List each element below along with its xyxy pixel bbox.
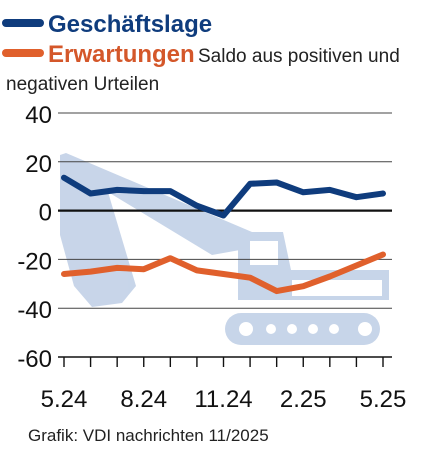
series-0-point <box>143 190 145 192</box>
series-0-point <box>249 183 251 185</box>
series-0-point <box>63 177 65 179</box>
series-0-point <box>196 205 198 207</box>
series-1-point <box>63 273 65 275</box>
series-layer <box>61 174 386 295</box>
series-1-point <box>169 257 171 259</box>
y-tick-label: -60 <box>17 346 52 373</box>
y-tick-label: 20 <box>25 151 52 178</box>
series-0-point <box>329 189 331 191</box>
series-1-point <box>276 290 278 292</box>
series-1-point <box>355 265 357 266</box>
series-1-point <box>143 268 145 270</box>
x-tick-label: 8.24 <box>120 386 167 413</box>
series-1-point <box>90 271 92 273</box>
legend-note-line-2: negativen Urteilen <box>6 74 159 95</box>
legend-label-erwartungen: Erwartungen <box>48 41 195 68</box>
legend: Geschäftslage Erwartungen Saldo aus posi… <box>2 11 400 95</box>
series-1-point <box>302 285 304 287</box>
series-1-point <box>382 254 384 256</box>
y-tick-label: -40 <box>17 297 52 324</box>
series-1-point <box>116 267 118 269</box>
y-tick-label: -20 <box>17 248 52 275</box>
series-0-point <box>223 214 224 216</box>
legend-note-line-1: Saldo aus positiven und <box>198 46 400 67</box>
x-tick-label: 5.24 <box>41 386 88 413</box>
series-0-point <box>382 193 384 195</box>
x-tick-label: 2.25 <box>280 386 327 413</box>
series-0-point <box>355 196 357 198</box>
series-0-point <box>169 190 171 192</box>
legend-label-geschaeftslage: Geschäftslage <box>48 11 212 38</box>
series-1-point <box>223 273 224 275</box>
chart-source: Grafik: VDI nachrichten 11/2025 <box>28 426 269 445</box>
series-1-point <box>249 277 251 279</box>
series-0-point <box>116 189 118 191</box>
y-tick-label: 40 <box>25 102 52 129</box>
series-1-point <box>329 275 331 277</box>
series-0-point <box>90 193 92 195</box>
x-tick-label: 5.25 <box>360 386 407 413</box>
y-tick-label: 0 <box>39 200 52 227</box>
x-axis: 5.24 8.24 11.24 2.25 5.25 <box>41 356 407 413</box>
series-1-point <box>196 269 198 271</box>
series-0-point <box>302 191 304 193</box>
x-tick-label: 11.24 <box>194 386 252 413</box>
excavator-illustration <box>60 153 389 345</box>
series-0-point <box>276 182 278 184</box>
y-axis-ticks: -60 -40 -20 0 20 40 <box>17 102 52 373</box>
